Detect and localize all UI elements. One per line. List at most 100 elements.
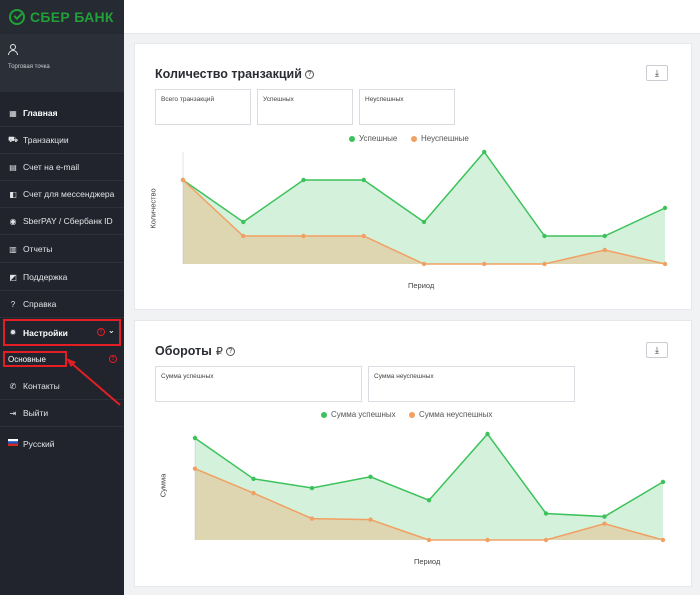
- top-bar: [124, 0, 700, 34]
- user-icon: [8, 44, 18, 55]
- profile-block[interactable]: Торговая точка: [0, 34, 124, 92]
- sidebar-item-label: Счет для мессенджера: [23, 189, 115, 199]
- data-point-1-1[interactable]: [241, 233, 246, 239]
- data-point-1-3[interactable]: [368, 517, 373, 522]
- stat-label: Сумма успешных: [161, 373, 214, 380]
- data-point-0-8[interactable]: [660, 479, 666, 485]
- legend-item-successful[interactable]: Успешные: [349, 134, 397, 143]
- data-point-1-0[interactable]: [180, 177, 186, 183]
- turnover-card: Обороты ₽ ? ⤓ Сумма успешных Сумма неусп…: [134, 320, 692, 587]
- data-point-1-7[interactable]: [602, 247, 607, 253]
- sidebar-item-settings[interactable]: ✹ Настройки ! ⌄: [0, 319, 124, 346]
- card-title-text: Обороты: [155, 344, 212, 358]
- data-point-1-6[interactable]: [542, 261, 547, 267]
- sidebar-subitem-label: Основные: [8, 354, 46, 364]
- grid-icon: ▦: [9, 108, 17, 118]
- email-icon: ▤: [9, 162, 17, 172]
- stat-sum-successful: Сумма успешных: [155, 366, 362, 402]
- sidebar-item-support[interactable]: ◩ Поддержка: [0, 264, 124, 291]
- stat-successful: Успешных: [257, 89, 353, 125]
- stat-label: Успешных: [263, 96, 294, 103]
- legend-label: Неуспешные: [421, 134, 469, 143]
- legend-item-sum-unsuccessful[interactable]: Сумма неуспешных: [409, 410, 492, 419]
- x-axis-label: Период: [414, 557, 441, 566]
- phone-icon: ✆: [9, 381, 17, 391]
- series-area-1: [195, 468, 663, 540]
- data-point-0-0[interactable]: [192, 435, 198, 441]
- sidebar-item-logout[interactable]: ⇥ Выйти: [0, 400, 124, 427]
- data-point-1-4[interactable]: [426, 537, 432, 543]
- sidebar-item-label: SberPAY / Сбербанк ID: [23, 216, 113, 226]
- sidebar-item-label: Поддержка: [23, 272, 68, 282]
- data-point-1-1[interactable]: [251, 490, 256, 496]
- legend-dot: [409, 411, 415, 418]
- data-point-0-5[interactable]: [485, 431, 490, 437]
- data-point-1-0[interactable]: [192, 466, 198, 471]
- sidebar-item-help[interactable]: ? Справка: [0, 291, 124, 318]
- data-point-0-5[interactable]: [482, 149, 487, 155]
- data-point-1-8[interactable]: [660, 537, 666, 543]
- data-point-0-6[interactable]: [542, 233, 547, 239]
- data-point-0-1[interactable]: [251, 476, 256, 482]
- legend-item-unsuccessful[interactable]: Неуспешные: [411, 134, 469, 143]
- chevron-down-icon[interactable]: ⌄: [108, 326, 115, 335]
- transactions-count-card: Количество транзакций ? ⤓ Всего транзакц…: [134, 43, 692, 310]
- data-point-0-4[interactable]: [421, 219, 427, 225]
- data-point-0-4[interactable]: [426, 498, 432, 503]
- profile-label: Торговая точка: [8, 64, 50, 70]
- data-point-1-7[interactable]: [602, 521, 607, 526]
- legend-label: Сумма неуспешных: [419, 410, 493, 419]
- annotation-arrow: [66, 358, 121, 406]
- series-area-1: [183, 180, 665, 264]
- sidebar-subitem-main-settings[interactable]: Основные: [3, 351, 67, 367]
- stat-sum-unsuccessful: Сумма неуспешных: [368, 366, 575, 402]
- help-icon[interactable]: ?: [225, 346, 235, 356]
- legend-label: Успешные: [359, 134, 398, 143]
- data-point-0-3[interactable]: [361, 177, 366, 183]
- data-point-1-5[interactable]: [482, 261, 487, 267]
- currency-icon: ₽: [215, 345, 223, 358]
- legend-item-sum-successful[interactable]: Сумма успешных: [321, 410, 396, 419]
- sidebar-item-home[interactable]: ▦ Главная: [0, 100, 124, 127]
- sidebar-item-contacts[interactable]: ✆ Контакты: [0, 373, 124, 400]
- data-point-0-1[interactable]: [241, 219, 246, 225]
- sidebar-item-messenger-invoice[interactable]: ◧ Счет для мессенджера: [0, 181, 124, 208]
- data-point-0-6[interactable]: [543, 511, 549, 516]
- sidebar-item-language[interactable]: Русский: [0, 430, 124, 457]
- legend-dot: [411, 135, 417, 142]
- data-point-0-2[interactable]: [301, 177, 306, 183]
- download-button[interactable]: ⤓: [646, 342, 668, 358]
- data-point-1-3[interactable]: [361, 233, 366, 239]
- legend-dot: [321, 411, 327, 418]
- data-point-0-2[interactable]: [309, 485, 315, 491]
- card-title: Количество транзакций ?: [155, 67, 314, 81]
- sidebar-item-reports[interactable]: ▥ Отчеты: [0, 236, 124, 263]
- stat-total-transactions: Всего транзакций: [155, 89, 251, 125]
- data-point-1-4[interactable]: [421, 261, 427, 267]
- data-point-1-8[interactable]: [662, 261, 668, 267]
- sidebar-item-label: Транзакции: [23, 135, 69, 145]
- sidebar-item-label: Выйти: [23, 408, 49, 418]
- sidebar-item-transactions[interactable]: ⛟ Транзакции: [0, 127, 124, 154]
- help-icon[interactable]: ?: [304, 69, 314, 79]
- sber-logo-icon: [9, 9, 25, 25]
- download-button[interactable]: ⤓: [646, 65, 668, 81]
- sidebar-item-sberpay[interactable]: ◉ SberPAY / Сбербанк ID: [0, 208, 124, 235]
- data-point-1-2[interactable]: [301, 233, 306, 239]
- gear-icon: ✹: [9, 328, 17, 337]
- data-point-0-7[interactable]: [602, 514, 607, 519]
- stat-label: Неуспешных: [365, 96, 404, 103]
- data-point-1-6[interactable]: [543, 537, 549, 543]
- data-point-1-5[interactable]: [485, 537, 490, 543]
- logo[interactable]: СБЕР БАНК: [0, 0, 124, 34]
- sidebar-item-label: Контакты: [23, 381, 60, 391]
- sidebar-item-email-invoice[interactable]: ▤ Счет на e-mail: [0, 154, 124, 181]
- warning-icon: !: [109, 355, 117, 363]
- y-axis-label: Количество: [148, 188, 158, 229]
- data-point-0-8[interactable]: [662, 205, 668, 211]
- warning-icon: !: [97, 328, 105, 336]
- data-point-0-3[interactable]: [368, 474, 373, 480]
- data-point-1-2[interactable]: [309, 516, 315, 521]
- y-axis-label: Сумма: [158, 473, 168, 498]
- data-point-0-7[interactable]: [602, 233, 607, 239]
